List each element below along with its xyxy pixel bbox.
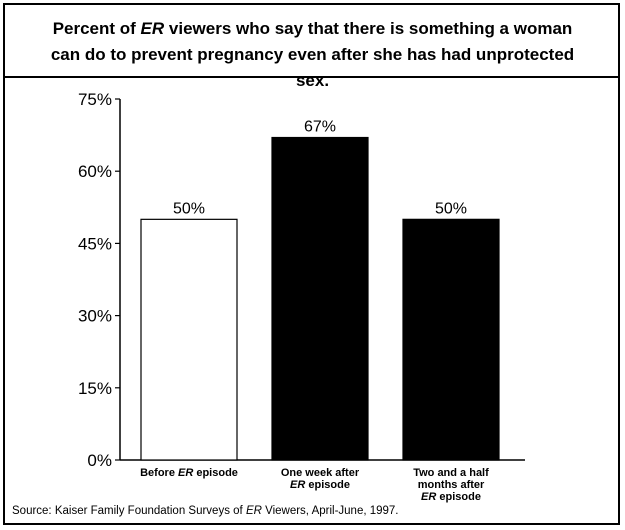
bar-value-label: 67% xyxy=(304,119,336,136)
bar-value-label: 50% xyxy=(435,200,467,217)
y-tick-label: 15% xyxy=(78,379,112,398)
title-part-2: ER xyxy=(140,19,165,38)
y-tick-label: 60% xyxy=(78,162,112,181)
source-part-3: Viewers, April-June, 1997. xyxy=(261,505,399,517)
title-divider xyxy=(3,76,620,78)
chart-frame xyxy=(3,3,620,525)
bar-value-label: 50% xyxy=(173,200,205,217)
title-part-3: viewers who say that there is something … xyxy=(50,19,575,90)
y-tick-label: 75% xyxy=(78,90,112,109)
source-part-1: Source: Kaiser Family Foundation Surveys… xyxy=(12,505,246,517)
title-part-1: Percent of xyxy=(52,19,141,38)
x-category-label: One week after xyxy=(281,467,360,479)
chart-title: Percent of ER viewers who say that there… xyxy=(40,16,585,94)
y-tick-label: 0% xyxy=(87,451,112,470)
x-category-label: ER episode xyxy=(290,479,350,491)
y-tick-label: 30% xyxy=(78,307,112,326)
x-category-label: Before ER episode xyxy=(140,467,238,479)
source-note: Source: Kaiser Family Foundation Surveys… xyxy=(12,505,399,517)
x-category-label: Two and a half xyxy=(413,467,489,479)
y-tick-label: 45% xyxy=(78,234,112,253)
source-part-2: ER xyxy=(245,505,262,517)
bar xyxy=(402,218,500,461)
bar xyxy=(271,136,369,461)
x-category-label: ER episode xyxy=(421,491,481,503)
x-category-label: months after xyxy=(418,479,485,491)
bar xyxy=(140,218,238,461)
